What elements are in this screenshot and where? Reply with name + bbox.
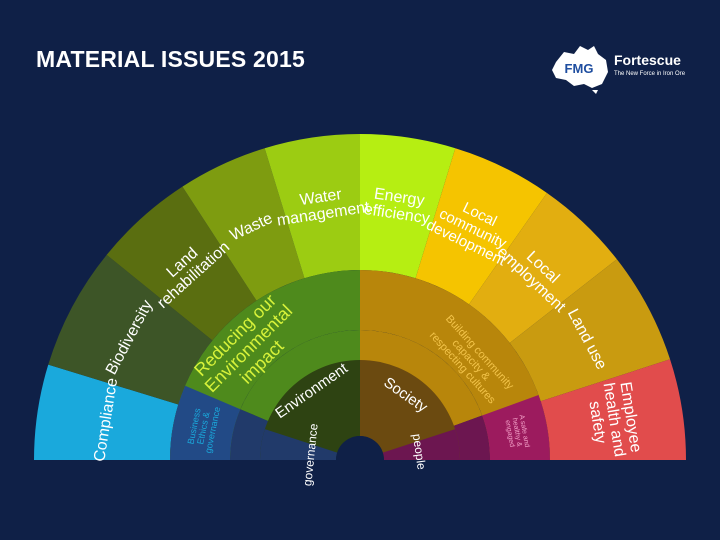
label-employee-health-and-safety: Employeehealth andsafety xyxy=(583,379,645,461)
outer-segment-water-management xyxy=(264,134,360,279)
outer-segment-land-use xyxy=(509,259,671,402)
outer-segment-land-rehabilitation xyxy=(106,186,257,341)
middle-segment-governance-inner xyxy=(260,429,338,460)
outer-segment-compliance xyxy=(34,364,179,460)
inner-segment-environment xyxy=(260,360,360,460)
outer-segment-local-employment xyxy=(468,192,617,344)
logo-name: Fortescue xyxy=(614,52,681,68)
outer-segment-local-community-development xyxy=(415,148,547,305)
outer-segment-business-ethics-governance xyxy=(170,385,241,460)
outer-segment-energy-efficiency xyxy=(360,134,456,279)
logo-tagline: The New Force in Iron Ore xyxy=(614,71,686,77)
label-people: people xyxy=(410,433,429,471)
outer-segment-a-safe-and-healthy-engaged xyxy=(482,395,551,460)
fortescue-logo: FMG Fortescue The New Force in Iron Ore xyxy=(548,42,698,94)
middle-segment-people-inner xyxy=(382,429,460,460)
page-title: MATERIAL ISSUES 2015 xyxy=(36,46,306,72)
outer-segment-biodiversity xyxy=(48,254,213,405)
logo-mark: FMG xyxy=(565,61,594,76)
outer-segment-employee-health-and-safety xyxy=(540,359,686,460)
wheel-hub xyxy=(336,436,384,460)
australia-map-icon: FMG xyxy=(552,46,608,94)
inner-segment-society xyxy=(360,360,460,460)
label-governance: governance xyxy=(300,423,321,487)
outer-segment-waste xyxy=(182,148,305,301)
